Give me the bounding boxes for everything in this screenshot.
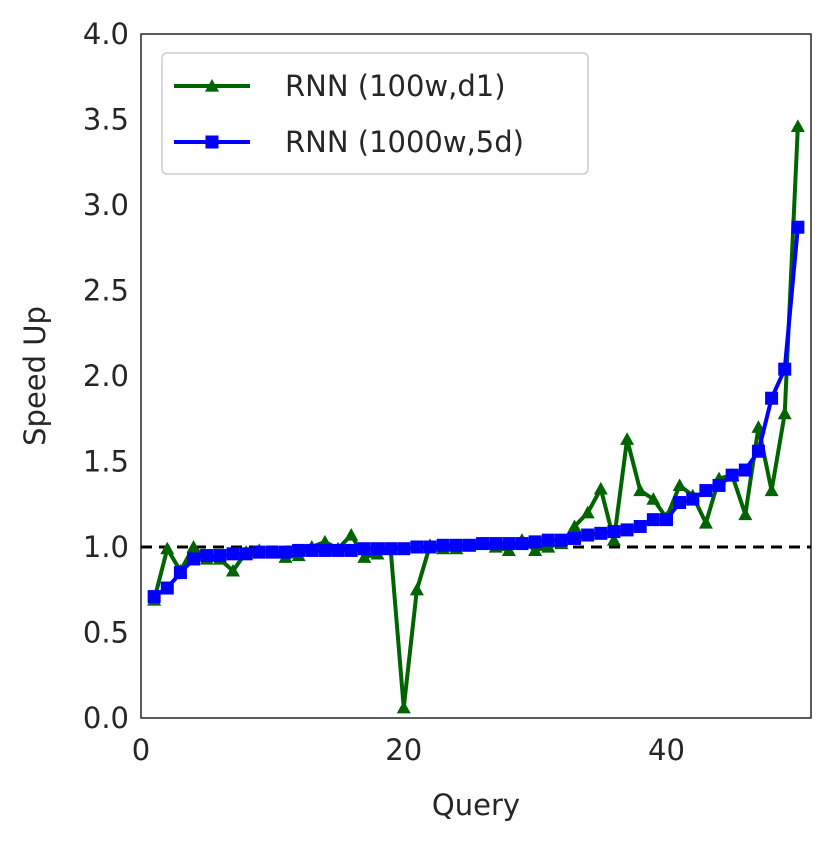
- series-2-point: [725, 468, 739, 482]
- series-layer: [147, 119, 805, 714]
- series-2-point: [147, 590, 161, 604]
- x-tick-label: 20: [385, 733, 422, 767]
- series-2-point: [449, 538, 463, 552]
- series-1-point: [580, 505, 595, 519]
- y-tick-label: 2.0: [83, 359, 129, 393]
- series-2-point: [279, 545, 293, 559]
- series-2-point: [305, 543, 319, 557]
- series-2-point: [357, 542, 371, 556]
- series-2-point: [738, 463, 752, 477]
- series-2-point: [344, 543, 358, 557]
- series-2: [147, 220, 805, 604]
- series-2-point: [213, 549, 227, 563]
- series-2-point: [476, 537, 490, 551]
- legend-marker-2: [205, 135, 219, 149]
- series-1-point: [357, 550, 372, 563]
- x-axis-label: Query: [432, 788, 520, 822]
- x-tick-label: 0: [132, 733, 150, 767]
- series-2-point: [239, 547, 253, 561]
- series-2-point: [160, 581, 174, 595]
- series-2-point: [502, 537, 516, 551]
- series-2-point: [554, 533, 568, 547]
- series-1-point: [764, 483, 779, 497]
- series-2-point: [765, 391, 779, 405]
- series-2-point: [252, 545, 266, 559]
- series-2-point: [581, 528, 595, 542]
- series-1-point: [646, 492, 661, 505]
- series-2-point: [370, 542, 384, 556]
- series-2-point: [436, 538, 450, 552]
- y-tick-label: 1.5: [83, 445, 129, 479]
- series-2-point: [659, 513, 673, 527]
- series-2-point: [187, 552, 201, 566]
- legend-marker-1: [205, 79, 219, 92]
- series-2-point: [712, 478, 726, 492]
- series-2-point: [541, 533, 555, 547]
- y-tick-label: 1.0: [83, 530, 129, 564]
- y-tick-label: 3.5: [83, 103, 129, 137]
- series-1-point: [738, 507, 753, 521]
- series-2-point: [423, 540, 437, 554]
- series-1-point: [225, 563, 240, 577]
- y-tick-label: 4.0: [83, 17, 129, 51]
- tick-label-layer: 0.0 0.5 1.0 1.5 2.0 2.5 3.0 3.5 4.0 0 20 40: [83, 17, 685, 767]
- series-2-point: [226, 547, 240, 561]
- series-2-point: [673, 496, 687, 510]
- series-2-point: [778, 362, 792, 376]
- series-2-point: [607, 525, 621, 539]
- series-2-point: [292, 543, 306, 557]
- legend-label-1: RNN (100w,d1): [285, 69, 506, 103]
- series-2-point: [397, 542, 411, 556]
- series-1-point: [790, 119, 805, 132]
- series-2-point: [686, 492, 700, 506]
- series-2-point: [265, 545, 279, 559]
- series-2-point: [515, 537, 529, 551]
- y-tick-label: 2.5: [83, 274, 129, 308]
- series-2-point: [384, 542, 398, 556]
- series-2-point: [410, 540, 424, 554]
- series-1-point: [567, 519, 582, 533]
- series-2-point: [620, 523, 634, 537]
- series-1-point: [344, 528, 359, 541]
- series-2-point: [633, 519, 647, 533]
- legend: RNN (100w,d1) RNN (1000w,5d): [161, 52, 589, 175]
- series-1-point: [606, 533, 621, 546]
- series-2-point: [751, 444, 765, 458]
- series-2-point: [318, 543, 332, 557]
- series-1-point: [620, 432, 635, 445]
- series-2-point: [462, 538, 476, 552]
- series-1-point: [593, 481, 608, 495]
- y-tick-label: 0.0: [83, 701, 129, 735]
- series-2-point: [594, 526, 608, 540]
- y-tick-label: 0.5: [83, 616, 129, 650]
- series-1-point: [396, 700, 411, 714]
- series-1-point: [777, 406, 792, 420]
- series-1-point: [409, 582, 424, 596]
- series-1-point: [186, 540, 201, 553]
- series-2-point: [528, 535, 542, 549]
- series-2-point: [699, 484, 713, 498]
- series-2-point: [331, 543, 345, 557]
- x-tick-label: 40: [648, 733, 685, 767]
- y-tick-label: 3.0: [83, 188, 129, 222]
- series-1-point: [633, 483, 648, 497]
- y-axis-label: Speed Up: [18, 306, 52, 446]
- series-2-point: [791, 220, 805, 234]
- series-2-point: [489, 537, 503, 551]
- series-1-point: [160, 541, 175, 555]
- series-1-point: [528, 543, 543, 557]
- series-1-point: [672, 478, 687, 492]
- legend-items: RNN (100w,d1) RNN (1000w,5d): [174, 69, 524, 159]
- series-2-point: [200, 549, 214, 563]
- series-2-point: [173, 566, 187, 580]
- legend-label-2: RNN (1000w,5d): [285, 125, 524, 159]
- series-2-point: [568, 531, 582, 545]
- series-1-point: [698, 516, 713, 529]
- series-2-point: [646, 513, 660, 527]
- legend-box: [161, 52, 589, 175]
